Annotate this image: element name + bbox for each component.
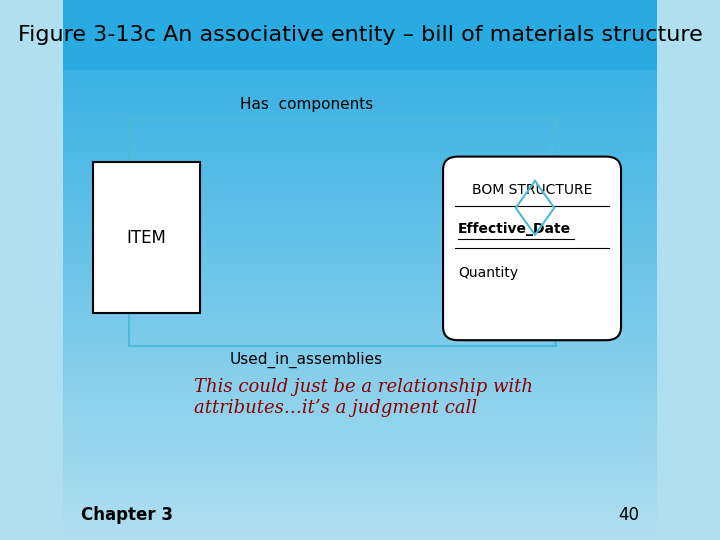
Text: Quantity: Quantity bbox=[458, 266, 518, 280]
Text: ITEM: ITEM bbox=[127, 228, 166, 247]
FancyBboxPatch shape bbox=[443, 157, 621, 340]
FancyBboxPatch shape bbox=[93, 162, 200, 313]
Text: Chapter 3: Chapter 3 bbox=[81, 506, 174, 524]
Text: Used_in_assemblies: Used_in_assemblies bbox=[230, 352, 383, 368]
Text: This could just be a relationship with
attributes…it’s a judgment call: This could just be a relationship with a… bbox=[194, 378, 533, 417]
Text: Effective_Date: Effective_Date bbox=[458, 222, 571, 237]
Text: Has  components: Has components bbox=[240, 97, 373, 112]
Text: Figure 3-13c An associative entity – bill of materials structure: Figure 3-13c An associative entity – bil… bbox=[17, 25, 703, 45]
Text: 40: 40 bbox=[618, 506, 639, 524]
Text: BOM STRUCTURE: BOM STRUCTURE bbox=[472, 183, 593, 197]
FancyBboxPatch shape bbox=[63, 0, 657, 70]
